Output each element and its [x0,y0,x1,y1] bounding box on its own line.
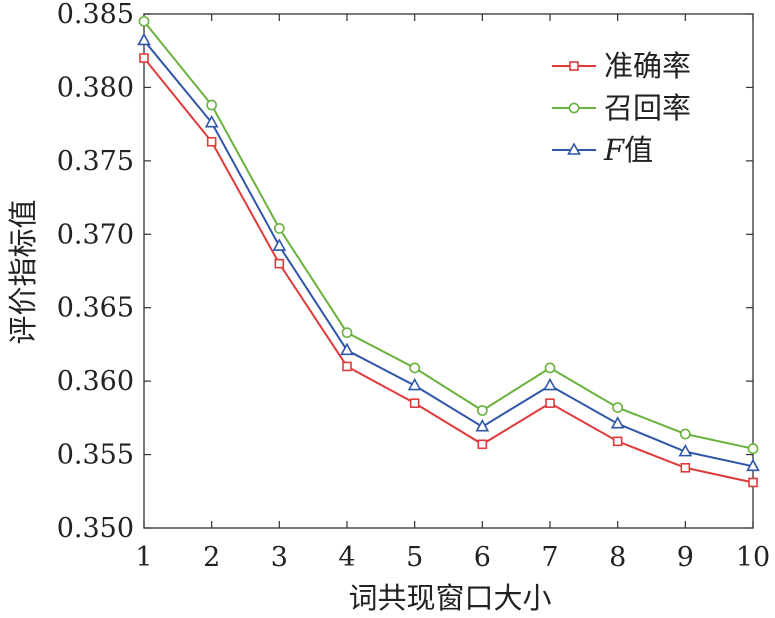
plot-frame [143,13,754,529]
x-tick-label: 8 [609,542,626,573]
y-tick-label: 0.370 [57,219,134,250]
data-point [342,361,352,372]
data-point [545,398,555,408]
x-tick-label: 5 [406,542,423,573]
data-point [409,362,421,374]
data-point [206,99,218,111]
legend-label: 召回率 [604,91,691,125]
data-point [204,115,219,128]
x-tick-label: 1 [135,542,152,573]
data-point [678,443,693,457]
data-point [544,362,556,374]
plot-border [143,13,754,529]
data-point [610,416,625,429]
data-point [137,32,151,46]
legend-label: F值 [603,133,653,167]
series-2 [138,15,759,455]
data-point [407,377,422,391]
y-axis-title: 评价指标值 [6,199,40,344]
x-axis-title: 词共现窗口大小 [348,581,551,615]
data-point [139,53,149,63]
y-tick-label: 0.360 [57,366,134,397]
series-line [143,20,754,450]
data-point [477,439,488,450]
x-tick-label: 4 [338,542,355,573]
data-point [612,402,624,413]
x-tick-label: 3 [271,542,288,573]
data-point [543,377,557,391]
data-point [138,15,150,27]
data-point [746,458,760,472]
legend-marker [569,61,579,71]
series-3 [137,32,760,472]
y-tick-label: 0.355 [57,440,134,471]
y-tick-label: 0.385 [57,0,134,30]
x-tick-label: 6 [474,542,491,573]
x-tick-label: 9 [677,542,694,573]
y-axis-ticks: 0.350 0.355 0.360 0.365 0.370 0.375 0.380 0.385 [57,0,753,544]
data-point [747,443,759,455]
legend-label-rest: 值 [624,133,653,167]
data-point [409,398,420,408]
data-point [612,436,623,447]
series-layer [137,15,760,488]
data-point [341,327,353,339]
legend-marker [567,142,581,155]
data-point [273,223,285,234]
data-point [476,405,488,416]
data-point [272,238,287,251]
series-1 [139,53,758,488]
data-point [274,258,285,269]
series-line [143,57,754,484]
data-point [748,477,758,488]
x-tick-label: 2 [203,542,220,573]
data-point [340,342,354,356]
y-tick-label: 0.380 [57,72,134,103]
legend-marker [568,102,580,114]
data-point [679,428,691,440]
series-line [143,39,754,468]
y-tick-label: 0.375 [57,146,134,177]
y-tick-label: 0.365 [57,293,134,324]
data-point [475,419,490,432]
y-tick-label: 0.350 [57,513,134,544]
x-tick-label: 7 [541,542,558,573]
data-point [680,462,691,473]
x-axis-ticks: 1 2 3 4 5 6 7 8 9 10 [135,14,770,573]
legend-label-italic: F [603,133,625,167]
x-tick-label: 10 [736,542,770,573]
legend-label: 准确率 [604,49,691,83]
data-point [206,136,217,147]
